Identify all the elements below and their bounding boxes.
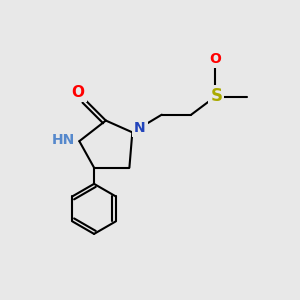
Text: S: S bbox=[210, 86, 222, 104]
Text: O: O bbox=[209, 52, 221, 66]
Text: O: O bbox=[71, 85, 84, 100]
Text: N: N bbox=[134, 121, 146, 135]
Text: HN: HN bbox=[52, 133, 75, 147]
